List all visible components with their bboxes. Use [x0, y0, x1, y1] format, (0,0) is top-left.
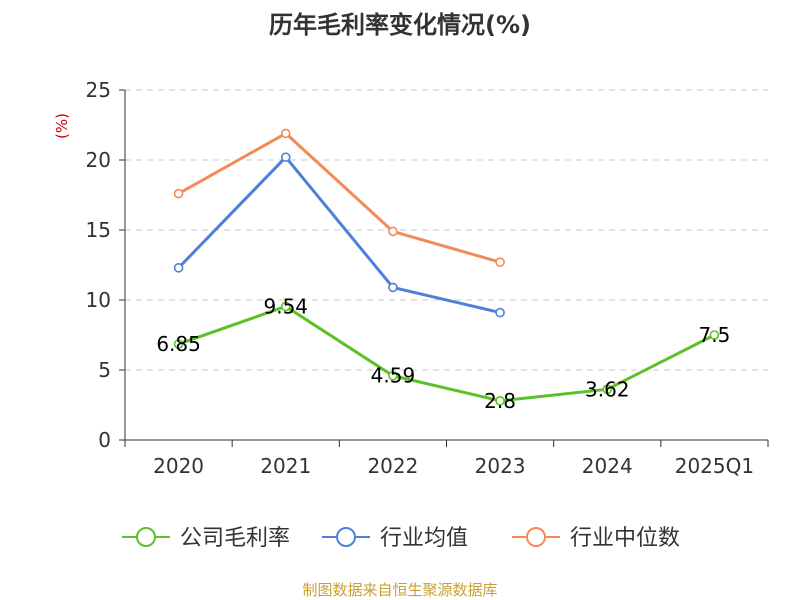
data-point: [495, 307, 505, 318]
x-tick-label: 2025Q1: [675, 454, 754, 478]
legend-marker: [526, 527, 546, 547]
x-tick-label: 2022: [367, 454, 418, 478]
data-point: [173, 262, 184, 273]
y-tick-label: 15: [86, 218, 111, 242]
data-label: 9.54: [263, 294, 308, 318]
data-point: [173, 188, 184, 199]
data-point: [280, 152, 291, 162]
data-label: 7.5: [699, 323, 731, 347]
legend-label: 公司毛利率: [180, 526, 290, 551]
data-label: 6.85: [156, 332, 201, 356]
source-note: 制图数据来自恒生聚源数据库: [302, 581, 497, 599]
data-point: [280, 128, 291, 139]
y-tick-label: 5: [98, 358, 111, 382]
axes: 0 5 10 15 20 25 2020 2021 2022 2023 2024 2025Q1: [86, 78, 769, 478]
legend-marker: [136, 527, 156, 547]
series-line: [177, 131, 501, 264]
y-tick-label: 20: [86, 148, 111, 172]
legend: 公司毛利率 行业均值 行业中位数: [122, 526, 680, 551]
data-point: [495, 395, 505, 406]
data-point: [709, 330, 720, 340]
x-tick-label: 2020: [153, 454, 204, 478]
data-point: [280, 301, 291, 312]
y-axis-unit: (%): [53, 113, 71, 139]
x-tick-label: 2023: [475, 454, 526, 478]
legend-label: 行业均值: [380, 526, 468, 551]
y-tick-label: 0: [98, 428, 111, 452]
data-label: 4.59: [371, 364, 416, 388]
data-point: [388, 370, 398, 381]
y-tick-label: 10: [86, 288, 111, 312]
x-tick-label: 2021: [260, 454, 311, 478]
legend-marker: [336, 527, 356, 547]
data-point: [388, 226, 398, 237]
series-line: [177, 155, 501, 315]
data-point: [388, 282, 398, 293]
data-label: 3.62: [585, 377, 630, 401]
data-point: [173, 339, 184, 349]
legend-label: 行业中位数: [570, 526, 680, 551]
y-tick-label: 25: [86, 78, 111, 102]
data-point: [602, 384, 613, 395]
series-layer: 6.85 9.54 4.59 2.8 3.62 7.5: [156, 128, 731, 413]
x-tick-label: 2024: [582, 454, 633, 478]
data-point: [495, 257, 505, 268]
series-line: [178, 304, 716, 403]
data-label: 2.8: [484, 389, 516, 413]
chart-title: 历年毛利率变化情况(%): [269, 11, 531, 39]
